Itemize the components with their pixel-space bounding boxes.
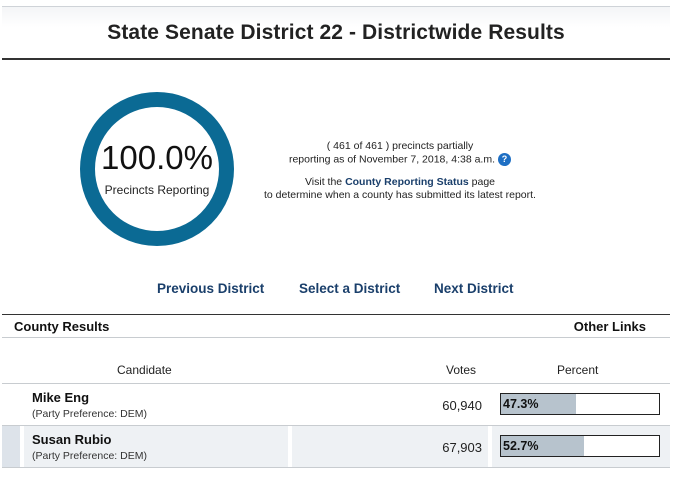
reporting-info: ( 461 of 461 ) precincts partially repor… xyxy=(250,140,550,202)
votes-cell: 67,903 xyxy=(292,426,488,467)
other-links-link[interactable]: Other Links xyxy=(573,319,646,334)
candidate-votes: 60,940 xyxy=(442,398,482,413)
percent-bar-fill xyxy=(501,394,576,414)
percent-bar-fill xyxy=(501,436,585,456)
table-row: Susan Rubio (Party Preference: DEM) 67,9… xyxy=(2,425,670,467)
candidate-cell: Mike Eng (Party Preference: DEM) xyxy=(24,384,288,425)
candidate-header: Candidate xyxy=(117,363,172,377)
county-results-link[interactable]: County Results xyxy=(14,319,110,334)
candidate-votes: 67,903 xyxy=(442,440,482,455)
candidate-party: (Party Preference: DEM) xyxy=(32,408,147,420)
percent-cell: 52.7% xyxy=(492,426,670,467)
page-title: State Senate District 22 - Districtwide … xyxy=(107,20,565,44)
percent-text: 47.3% xyxy=(503,397,539,411)
status-line-2: reporting as of November 7, 2018, 4:38 a… xyxy=(288,153,496,166)
precincts-percent-label: Precincts Reporting xyxy=(104,183,210,197)
percent-bar: 52.7% xyxy=(500,435,660,457)
title-bar: State Senate District 22 - Districtwide … xyxy=(2,6,670,60)
visit-suffix: page xyxy=(468,176,496,189)
next-district-link[interactable]: Next District xyxy=(434,281,514,296)
help-icon[interactable]: ? xyxy=(498,153,512,166)
votes-header: Votes xyxy=(446,363,477,377)
percent-text: 52.7% xyxy=(503,439,539,453)
visit-line: Visit the County Reporting Status page xyxy=(250,176,550,189)
percent-bar: 47.3% xyxy=(500,393,660,415)
visit-prefix: Visit the xyxy=(304,176,346,189)
candidate-name: Mike Eng xyxy=(32,390,90,405)
previous-district-link[interactable]: Previous District xyxy=(157,281,265,296)
candidate-cell: Susan Rubio (Party Preference: DEM) xyxy=(24,426,288,467)
county-reporting-status-link[interactable]: County Reporting Status xyxy=(345,176,469,189)
precincts-reporting-ring: 100.0% Precincts Reporting xyxy=(80,92,234,246)
section-bar: County Results Other Links xyxy=(2,314,670,338)
votes-cell: 60,940 xyxy=(292,384,488,425)
percent-cell: 47.3% xyxy=(492,384,670,425)
status-line-1: ( 461 of 461 ) precincts partially xyxy=(326,140,474,152)
percent-header: Percent xyxy=(557,363,599,377)
candidate-name: Susan Rubio xyxy=(32,432,112,447)
visit-line-2: to determine when a county has submitted… xyxy=(264,189,536,202)
table-row: Mike Eng (Party Preference: DEM) 60,940 … xyxy=(2,383,670,425)
candidate-party: (Party Preference: DEM) xyxy=(32,450,147,462)
select-district-link[interactable]: Select a District xyxy=(299,281,401,296)
status-line-2-wrap: reporting as of November 7, 2018, 4:38 a… xyxy=(250,153,550,166)
precincts-percent: 100.0% xyxy=(101,139,213,176)
